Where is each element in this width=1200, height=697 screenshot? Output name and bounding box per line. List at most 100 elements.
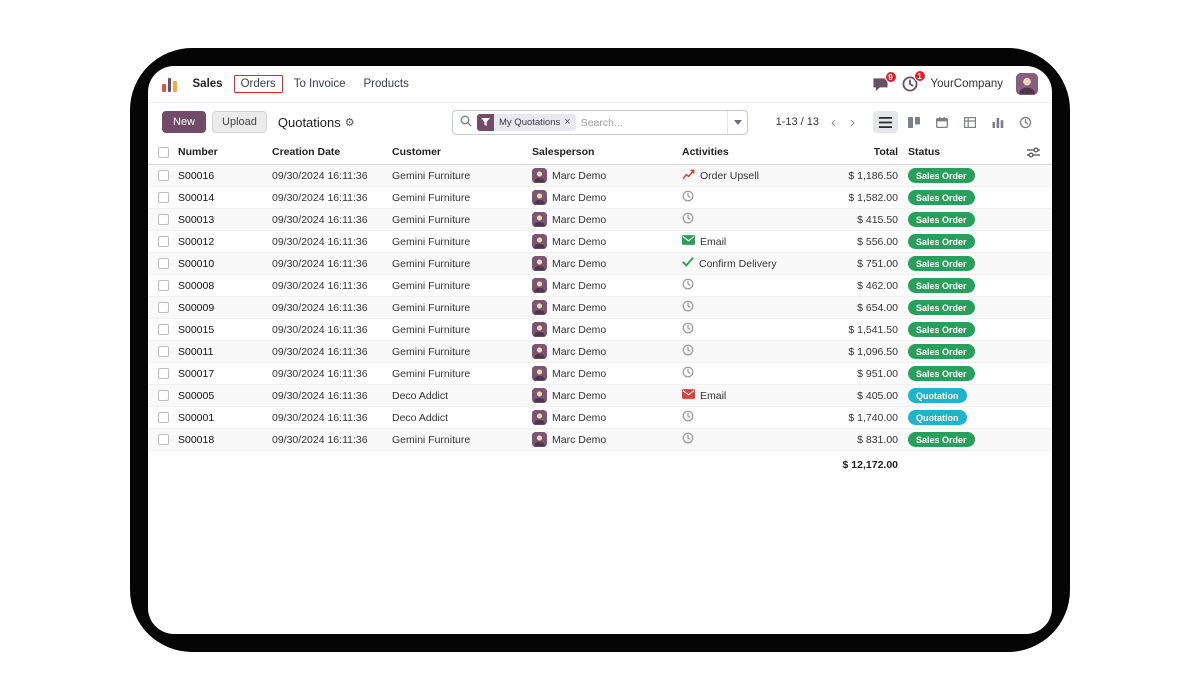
clock-icon[interactable] — [682, 212, 694, 227]
table-row[interactable]: S00012 09/30/2024 16:11:36 Gemini Furnit… — [148, 231, 1052, 253]
row-creation-date: 09/30/2024 16:11:36 — [272, 367, 368, 380]
status-badge: Sales Order — [908, 168, 975, 183]
row-checkbox[interactable] — [148, 302, 178, 313]
table-row[interactable]: S00016 09/30/2024 16:11:36 Gemini Furnit… — [148, 165, 1052, 187]
pager-previous-button[interactable]: ‹ — [831, 113, 836, 131]
row-checkbox[interactable] — [148, 214, 178, 225]
row-checkbox[interactable] — [148, 390, 178, 401]
table-row[interactable]: S00013 09/30/2024 16:11:36 Gemini Furnit… — [148, 209, 1052, 231]
action-gear-icon[interactable]: ⚙ — [344, 116, 355, 129]
view-graph-icon[interactable] — [985, 111, 1010, 133]
email-icon[interactable] — [682, 389, 695, 402]
row-customer: Gemini Furniture — [392, 301, 471, 314]
search-input[interactable] — [580, 116, 722, 129]
activities-icon[interactable]: 1 — [902, 70, 926, 92]
upload-button[interactable]: Upload — [212, 111, 267, 133]
clock-icon[interactable] — [682, 278, 694, 293]
row-number: S00008 — [178, 279, 215, 292]
row-total: $ 405.00 — [857, 389, 898, 402]
salesperson-avatar — [532, 190, 547, 205]
new-button[interactable]: New — [162, 111, 207, 133]
column-settings-icon[interactable] — [1014, 146, 1052, 158]
table-row[interactable]: S00010 09/30/2024 16:11:36 Gemini Furnit… — [148, 253, 1052, 275]
status-badge: Sales Order — [908, 300, 975, 315]
table-row[interactable]: S00017 09/30/2024 16:11:36 Gemini Furnit… — [148, 363, 1052, 385]
select-all-checkbox[interactable] — [148, 146, 178, 158]
table-row[interactable]: S00009 09/30/2024 16:11:36 Gemini Furnit… — [148, 297, 1052, 319]
row-customer: Gemini Furniture — [392, 257, 471, 270]
row-checkbox[interactable] — [148, 368, 178, 379]
clock-icon[interactable] — [682, 322, 694, 337]
row-checkbox[interactable] — [148, 412, 178, 423]
salesperson-avatar — [532, 322, 547, 337]
row-creation-date: 09/30/2024 16:11:36 — [272, 323, 368, 336]
salesperson-avatar — [532, 278, 547, 293]
row-checkbox[interactable] — [148, 236, 178, 247]
apps-menu-icon[interactable] — [162, 77, 177, 92]
view-calendar-icon[interactable] — [929, 111, 954, 133]
row-checkbox[interactable] — [148, 280, 178, 291]
clock-icon[interactable] — [682, 300, 694, 315]
menu-to-invoice[interactable]: To Invoice — [293, 78, 346, 90]
table-row[interactable]: S00001 09/30/2024 16:11:36 Deco Addict M… — [148, 407, 1052, 429]
footer-total: $ 12,172.00 — [842, 458, 898, 471]
row-creation-date: 09/30/2024 16:11:36 — [272, 235, 368, 248]
salesperson-avatar — [532, 344, 547, 359]
col-salesperson[interactable]: Salesperson — [532, 146, 595, 158]
salesperson-avatar — [532, 212, 547, 227]
row-total: $ 1,096.50 — [848, 345, 898, 358]
menu-sales[interactable]: Sales — [192, 78, 223, 90]
menu-orders[interactable]: Orders — [233, 75, 283, 93]
confirm-check-icon[interactable] — [682, 257, 694, 270]
status-badge: Sales Order — [908, 234, 975, 249]
col-total[interactable]: Total — [873, 146, 898, 158]
row-number: S00013 — [178, 213, 215, 226]
clock-icon[interactable] — [682, 344, 694, 359]
row-total: $ 831.00 — [857, 433, 898, 446]
table-row[interactable]: S00014 09/30/2024 16:11:36 Gemini Furnit… — [148, 187, 1052, 209]
row-checkbox[interactable] — [148, 434, 178, 445]
row-checkbox[interactable] — [148, 258, 178, 269]
messages-icon[interactable]: 9 — [872, 70, 897, 92]
user-avatar[interactable] — [1016, 73, 1038, 95]
table-row[interactable]: S00005 09/30/2024 16:11:36 Deco Addict M… — [148, 385, 1052, 407]
clock-icon[interactable] — [682, 432, 694, 447]
company-name[interactable]: YourCompany — [930, 78, 1003, 90]
clock-icon[interactable] — [682, 190, 694, 205]
view-list-icon[interactable] — [873, 111, 898, 133]
col-number[interactable]: Number — [178, 146, 218, 158]
messages-badge: 9 — [884, 70, 897, 83]
row-creation-date: 09/30/2024 16:11:36 — [272, 279, 368, 292]
menu-products[interactable]: Products — [363, 78, 409, 90]
view-activity-icon[interactable] — [1013, 111, 1038, 133]
facet-close-icon[interactable]: × — [564, 116, 571, 128]
clock-icon[interactable] — [682, 410, 694, 425]
row-customer: Deco Addict — [392, 411, 449, 424]
pager-next-button[interactable]: › — [850, 113, 855, 131]
table-row[interactable]: S00011 09/30/2024 16:11:36 Gemini Furnit… — [148, 341, 1052, 363]
row-checkbox[interactable] — [148, 324, 178, 335]
status-badge: Sales Order — [908, 432, 975, 447]
col-status[interactable]: Status — [908, 146, 941, 158]
table-row[interactable]: S00018 09/30/2024 16:11:36 Gemini Furnit… — [148, 429, 1052, 451]
row-customer: Gemini Furniture — [392, 213, 471, 226]
clock-icon[interactable] — [682, 366, 694, 381]
email-sent-icon[interactable] — [682, 235, 695, 248]
table-row[interactable]: S00008 09/30/2024 16:11:36 Gemini Furnit… — [148, 275, 1052, 297]
col-activities[interactable]: Activities — [682, 146, 729, 158]
view-pivot-icon[interactable] — [957, 111, 982, 133]
status-badge: Sales Order — [908, 366, 975, 381]
orders-table: Number Creation Date Customer Salesperso… — [148, 140, 1052, 634]
search-bar[interactable]: My Quotations × — [452, 110, 748, 135]
row-checkbox[interactable] — [148, 170, 178, 181]
col-creation-date[interactable]: Creation Date — [272, 146, 341, 158]
col-customer[interactable]: Customer — [392, 146, 442, 158]
search-facet[interactable]: My Quotations × — [477, 114, 576, 131]
table-row[interactable]: S00015 09/30/2024 16:11:36 Gemini Furnit… — [148, 319, 1052, 341]
row-number: S00010 — [178, 257, 215, 270]
search-dropdown-toggle[interactable] — [727, 111, 747, 134]
view-kanban-icon[interactable] — [901, 111, 926, 133]
upsell-chart-icon[interactable] — [682, 169, 695, 183]
row-checkbox[interactable] — [148, 346, 178, 357]
row-checkbox[interactable] — [148, 192, 178, 203]
